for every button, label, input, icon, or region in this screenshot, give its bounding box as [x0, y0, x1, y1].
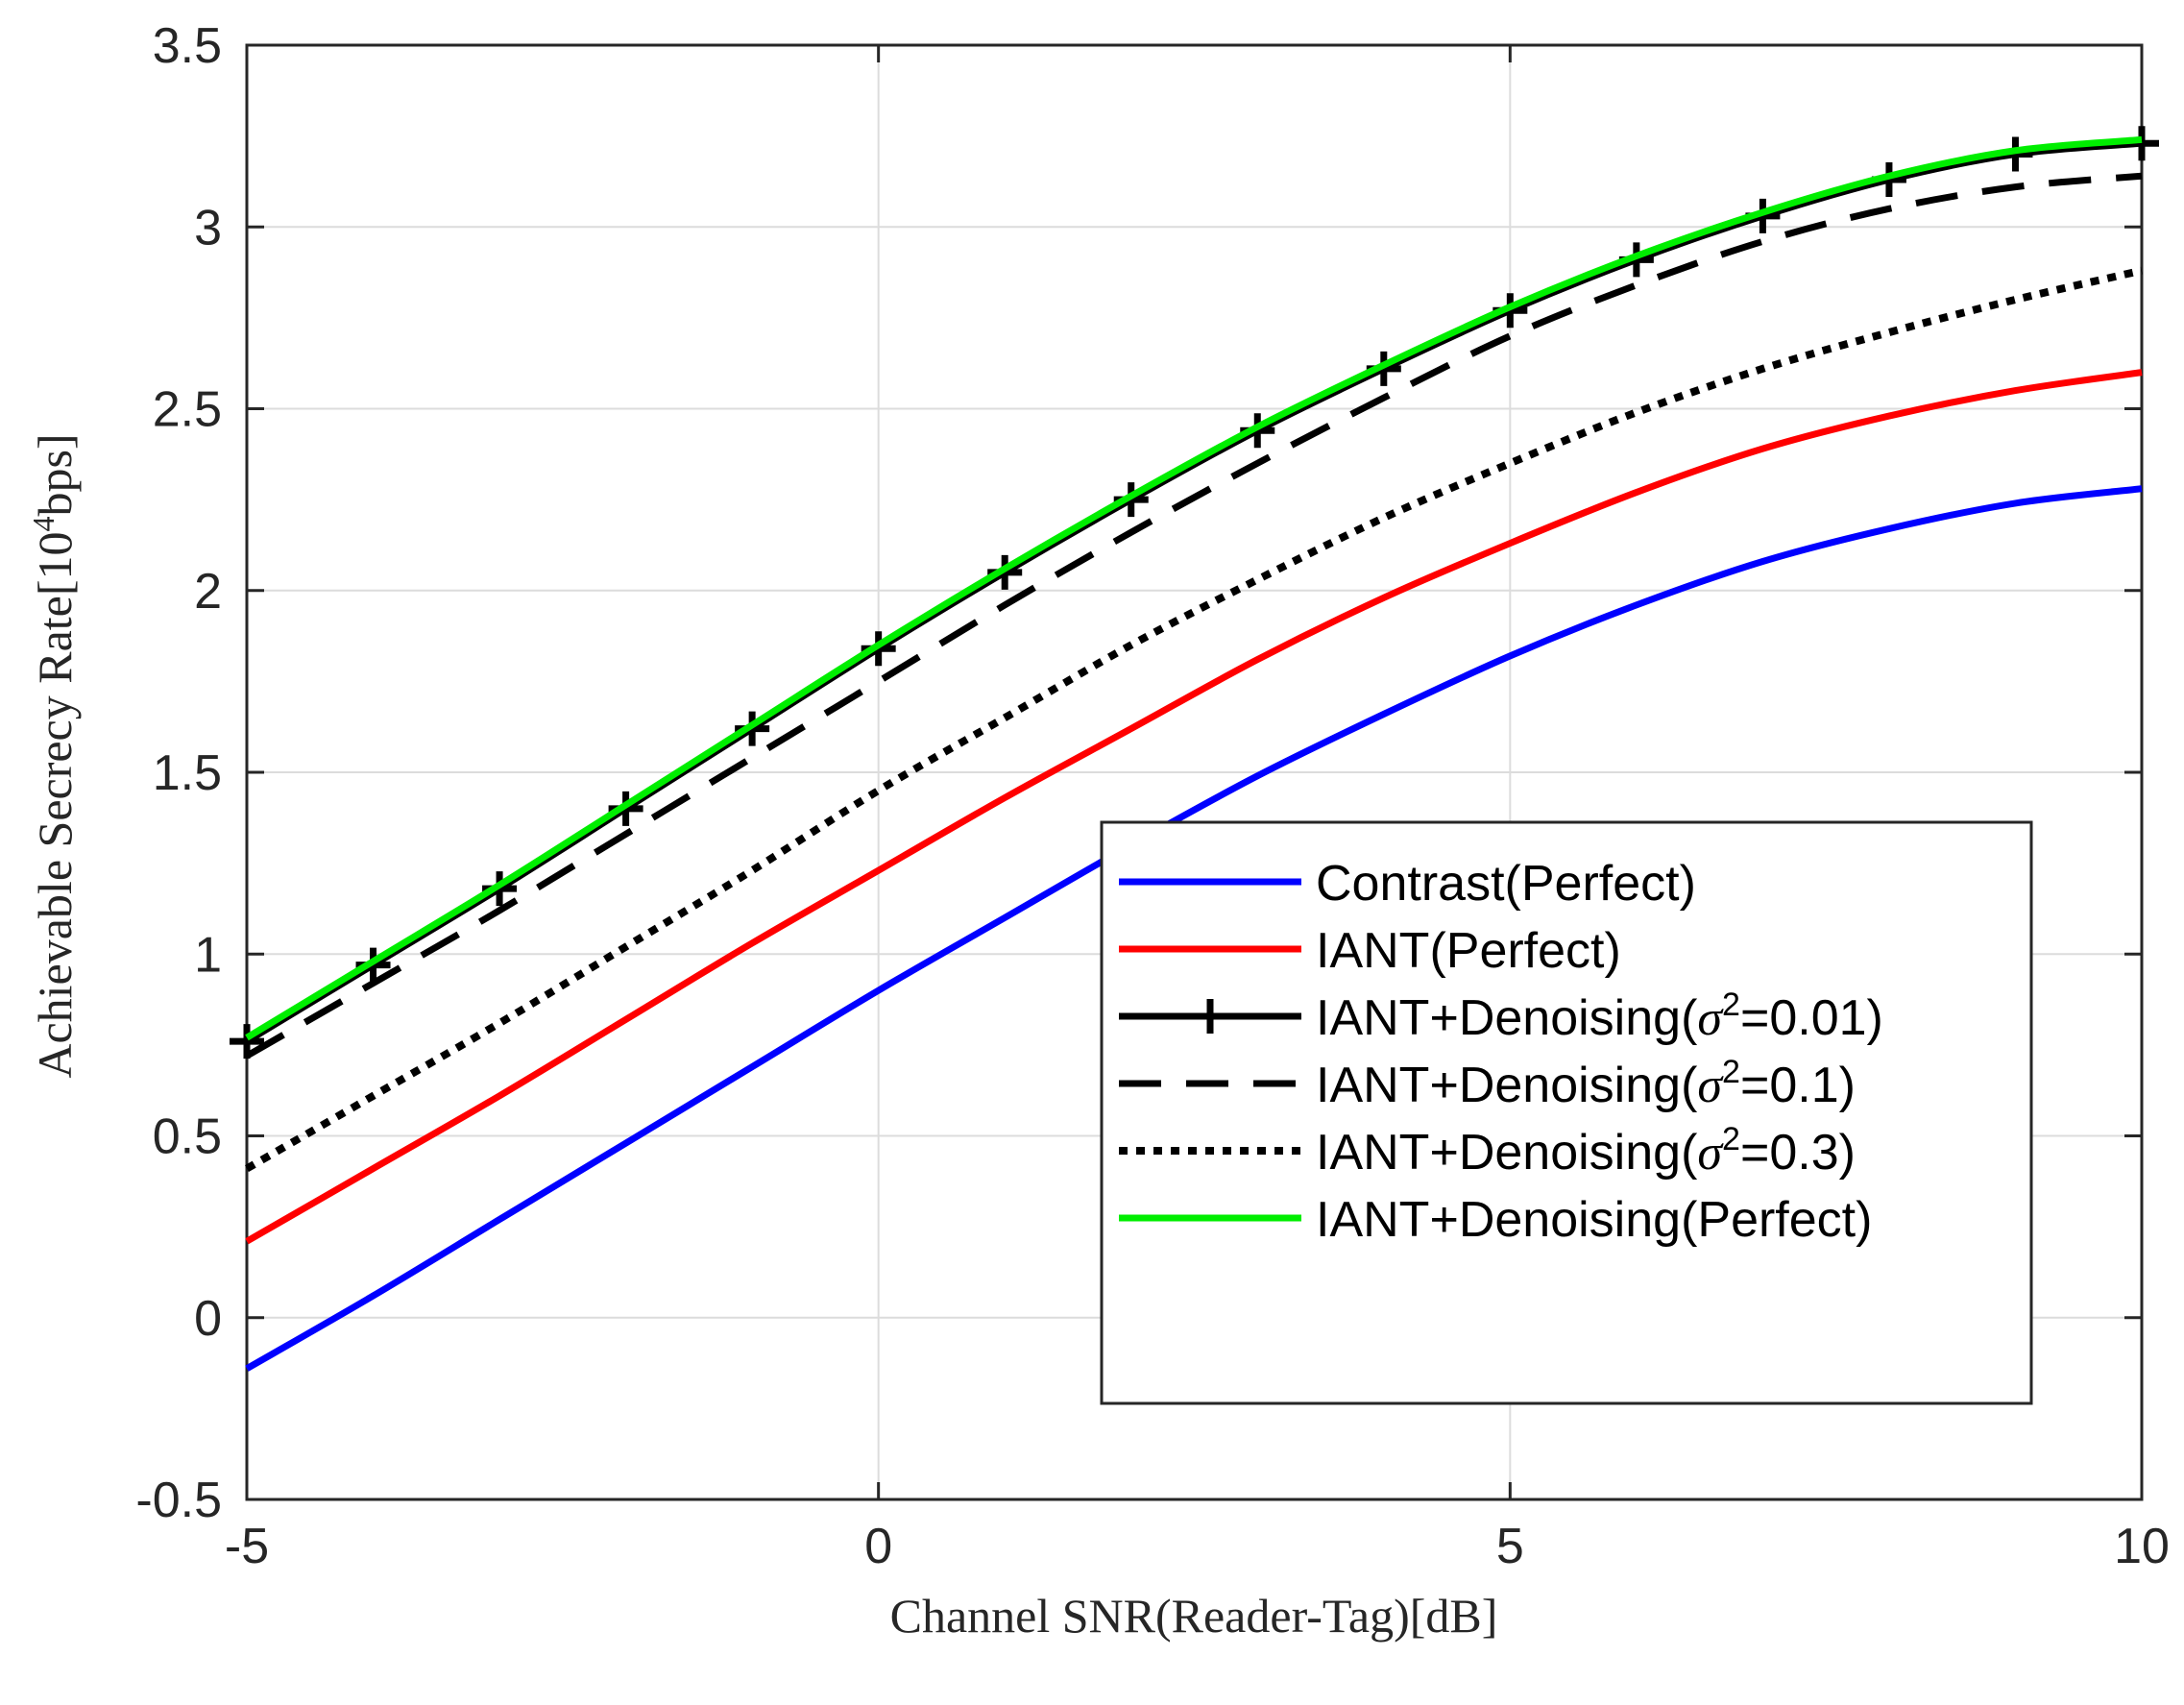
x-axis-label: Channel SNR(Reader-Tag)[dB]	[890, 1589, 1498, 1643]
legend-label: IANT+Denoising(σ2=0.01)	[1316, 986, 1883, 1046]
y-tick-label: 1	[194, 927, 222, 983]
x-tick-label: 10	[2114, 1519, 2170, 1574]
legend: Contrast(Perfect) IANT(Perfect) IANT+Denoi…	[1100, 820, 2033, 1405]
y-axis-label-prefix: Achievable Secrecy Rate[10	[28, 531, 82, 1078]
x-tick-label: -5	[225, 1519, 269, 1574]
y-tick-label: 1.5	[153, 745, 222, 801]
legend-label: IANT+Denoising(σ2=0.1)	[1316, 1054, 1856, 1113]
legend-item: IANT+Denoising(σ2=0.1)	[1119, 1054, 1856, 1113]
y-axis-label-exponent: 4	[26, 516, 61, 531]
legend-item: IANT+Denoising(σ2=0.3)	[1119, 1121, 1856, 1181]
y-tick-label: 3.5	[153, 18, 222, 74]
legend-item: Contrast(Perfect)	[1119, 856, 1696, 912]
legend-label: IANT(Perfect)	[1316, 923, 1621, 979]
series-5	[245, 266, 2143, 1173]
data-point-marker	[230, 1024, 264, 1060]
x-tick-label: 5	[1496, 1519, 1524, 1574]
legend-marker	[1193, 999, 1227, 1034]
y-tick-label: -0.5	[135, 1473, 222, 1528]
legend-box	[1100, 820, 2033, 1405]
y-tick-label: 0	[194, 1291, 222, 1347]
x-tick-label: 0	[864, 1519, 892, 1574]
series-line	[245, 266, 2143, 1173]
y-tick-label: 2.5	[153, 382, 222, 438]
series-6	[245, 135, 2143, 1041]
series-layer	[230, 126, 2159, 1372]
legend-item: IANT+Denoising(σ2=0.01)	[1119, 986, 1883, 1046]
series-4	[245, 172, 2143, 1060]
y-tick-label: 3	[194, 200, 222, 256]
legend-label: IANT+Denoising(Perfect)	[1316, 1192, 1872, 1248]
y-axis-label: Achievable Secrecy Rate[104bps]	[26, 433, 82, 1078]
legend-label: Contrast(Perfect)	[1316, 856, 1696, 912]
series-line	[245, 135, 2143, 1041]
y-tick-label: 0.5	[153, 1109, 222, 1165]
series-line	[245, 369, 2143, 1245]
y-tick-label: 2	[194, 564, 222, 620]
legend-item: IANT(Perfect)	[1119, 923, 1621, 979]
series-2	[245, 369, 2143, 1245]
series-line	[245, 172, 2143, 1060]
tick-layer: -5 0 5 10 -0.5 0 0.5 1 1.5 2 2.5 3 3.5	[135, 18, 2170, 1574]
legend-label: IANT+Denoising(σ2=0.3)	[1316, 1121, 1856, 1181]
y-axis-label-suffix: bps]	[28, 433, 82, 516]
legend-item: IANT+Denoising(Perfect)	[1119, 1192, 1872, 1248]
